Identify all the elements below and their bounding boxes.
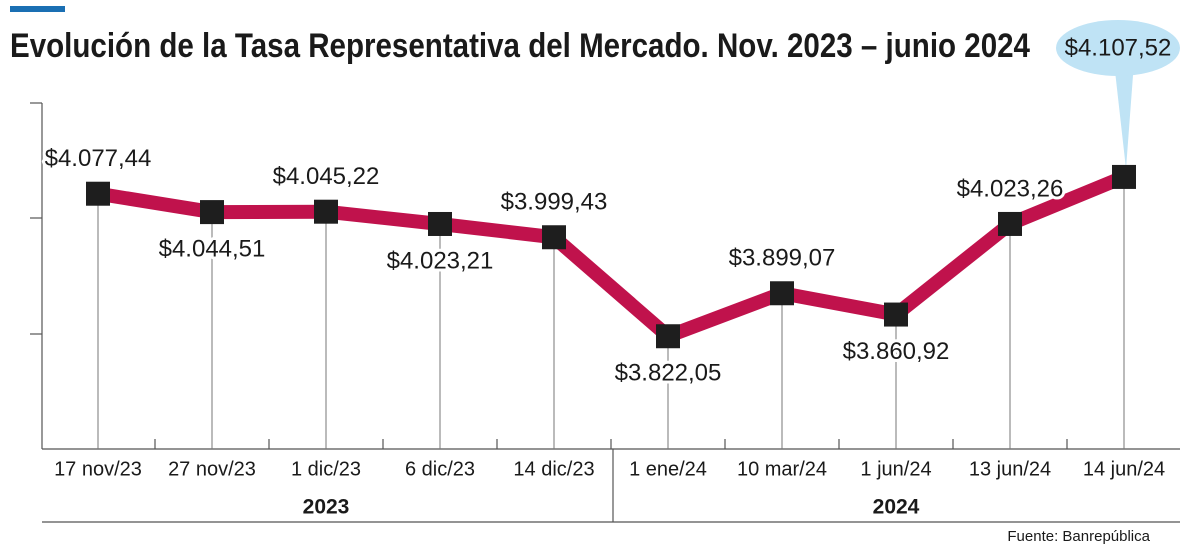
value-label: $3.822,05 (615, 360, 722, 387)
marker (428, 211, 452, 236)
x-tick-label: 6 dic/23 (405, 458, 475, 480)
marker (770, 281, 794, 306)
marker (542, 225, 566, 250)
value-label: $4.023,26 (957, 175, 1064, 202)
value-label: $3.999,43 (501, 189, 608, 216)
source-note: Fuente: Banrepública (1007, 528, 1150, 545)
series-line (96, 170, 1127, 344)
value-label: $3.860,92 (843, 338, 950, 365)
x-tick-label: 1 jun/24 (860, 458, 931, 480)
callout-pointer (1114, 62, 1134, 169)
value-label: $4.023,21 (387, 247, 494, 274)
group-label: 2024 (873, 496, 920, 519)
marker (200, 200, 224, 225)
value-label: $4.077,44 (45, 145, 152, 172)
value-label: $4.107,52 (1065, 34, 1172, 61)
marker (86, 181, 110, 206)
x-tick-label: 10 mar/24 (737, 458, 827, 480)
marker (314, 199, 338, 224)
value-label: $3.899,07 (729, 245, 836, 272)
value-label: $4.044,51 (159, 235, 266, 262)
x-tick-label: 13 jun/24 (969, 458, 1051, 480)
x-tick-label: 1 dic/23 (291, 458, 361, 480)
marker (1112, 164, 1136, 189)
x-tick-label: 1 ene/24 (629, 458, 707, 480)
marker (998, 211, 1022, 236)
marker (656, 324, 680, 349)
chart-title: Evolución de la Tasa Representativa del … (10, 27, 1030, 65)
x-tick-label: 27 nov/23 (168, 458, 256, 480)
value-label: $4.045,22 (273, 163, 380, 190)
callout-bubble (1056, 20, 1180, 76)
accent-bar (10, 6, 65, 12)
x-tick-label: 14 jun/24 (1083, 458, 1165, 480)
x-tick-label: 17 nov/23 (54, 458, 142, 480)
x-tick-label: 14 dic/23 (513, 458, 594, 480)
marker (884, 302, 908, 327)
group-label: 2023 (303, 496, 350, 519)
